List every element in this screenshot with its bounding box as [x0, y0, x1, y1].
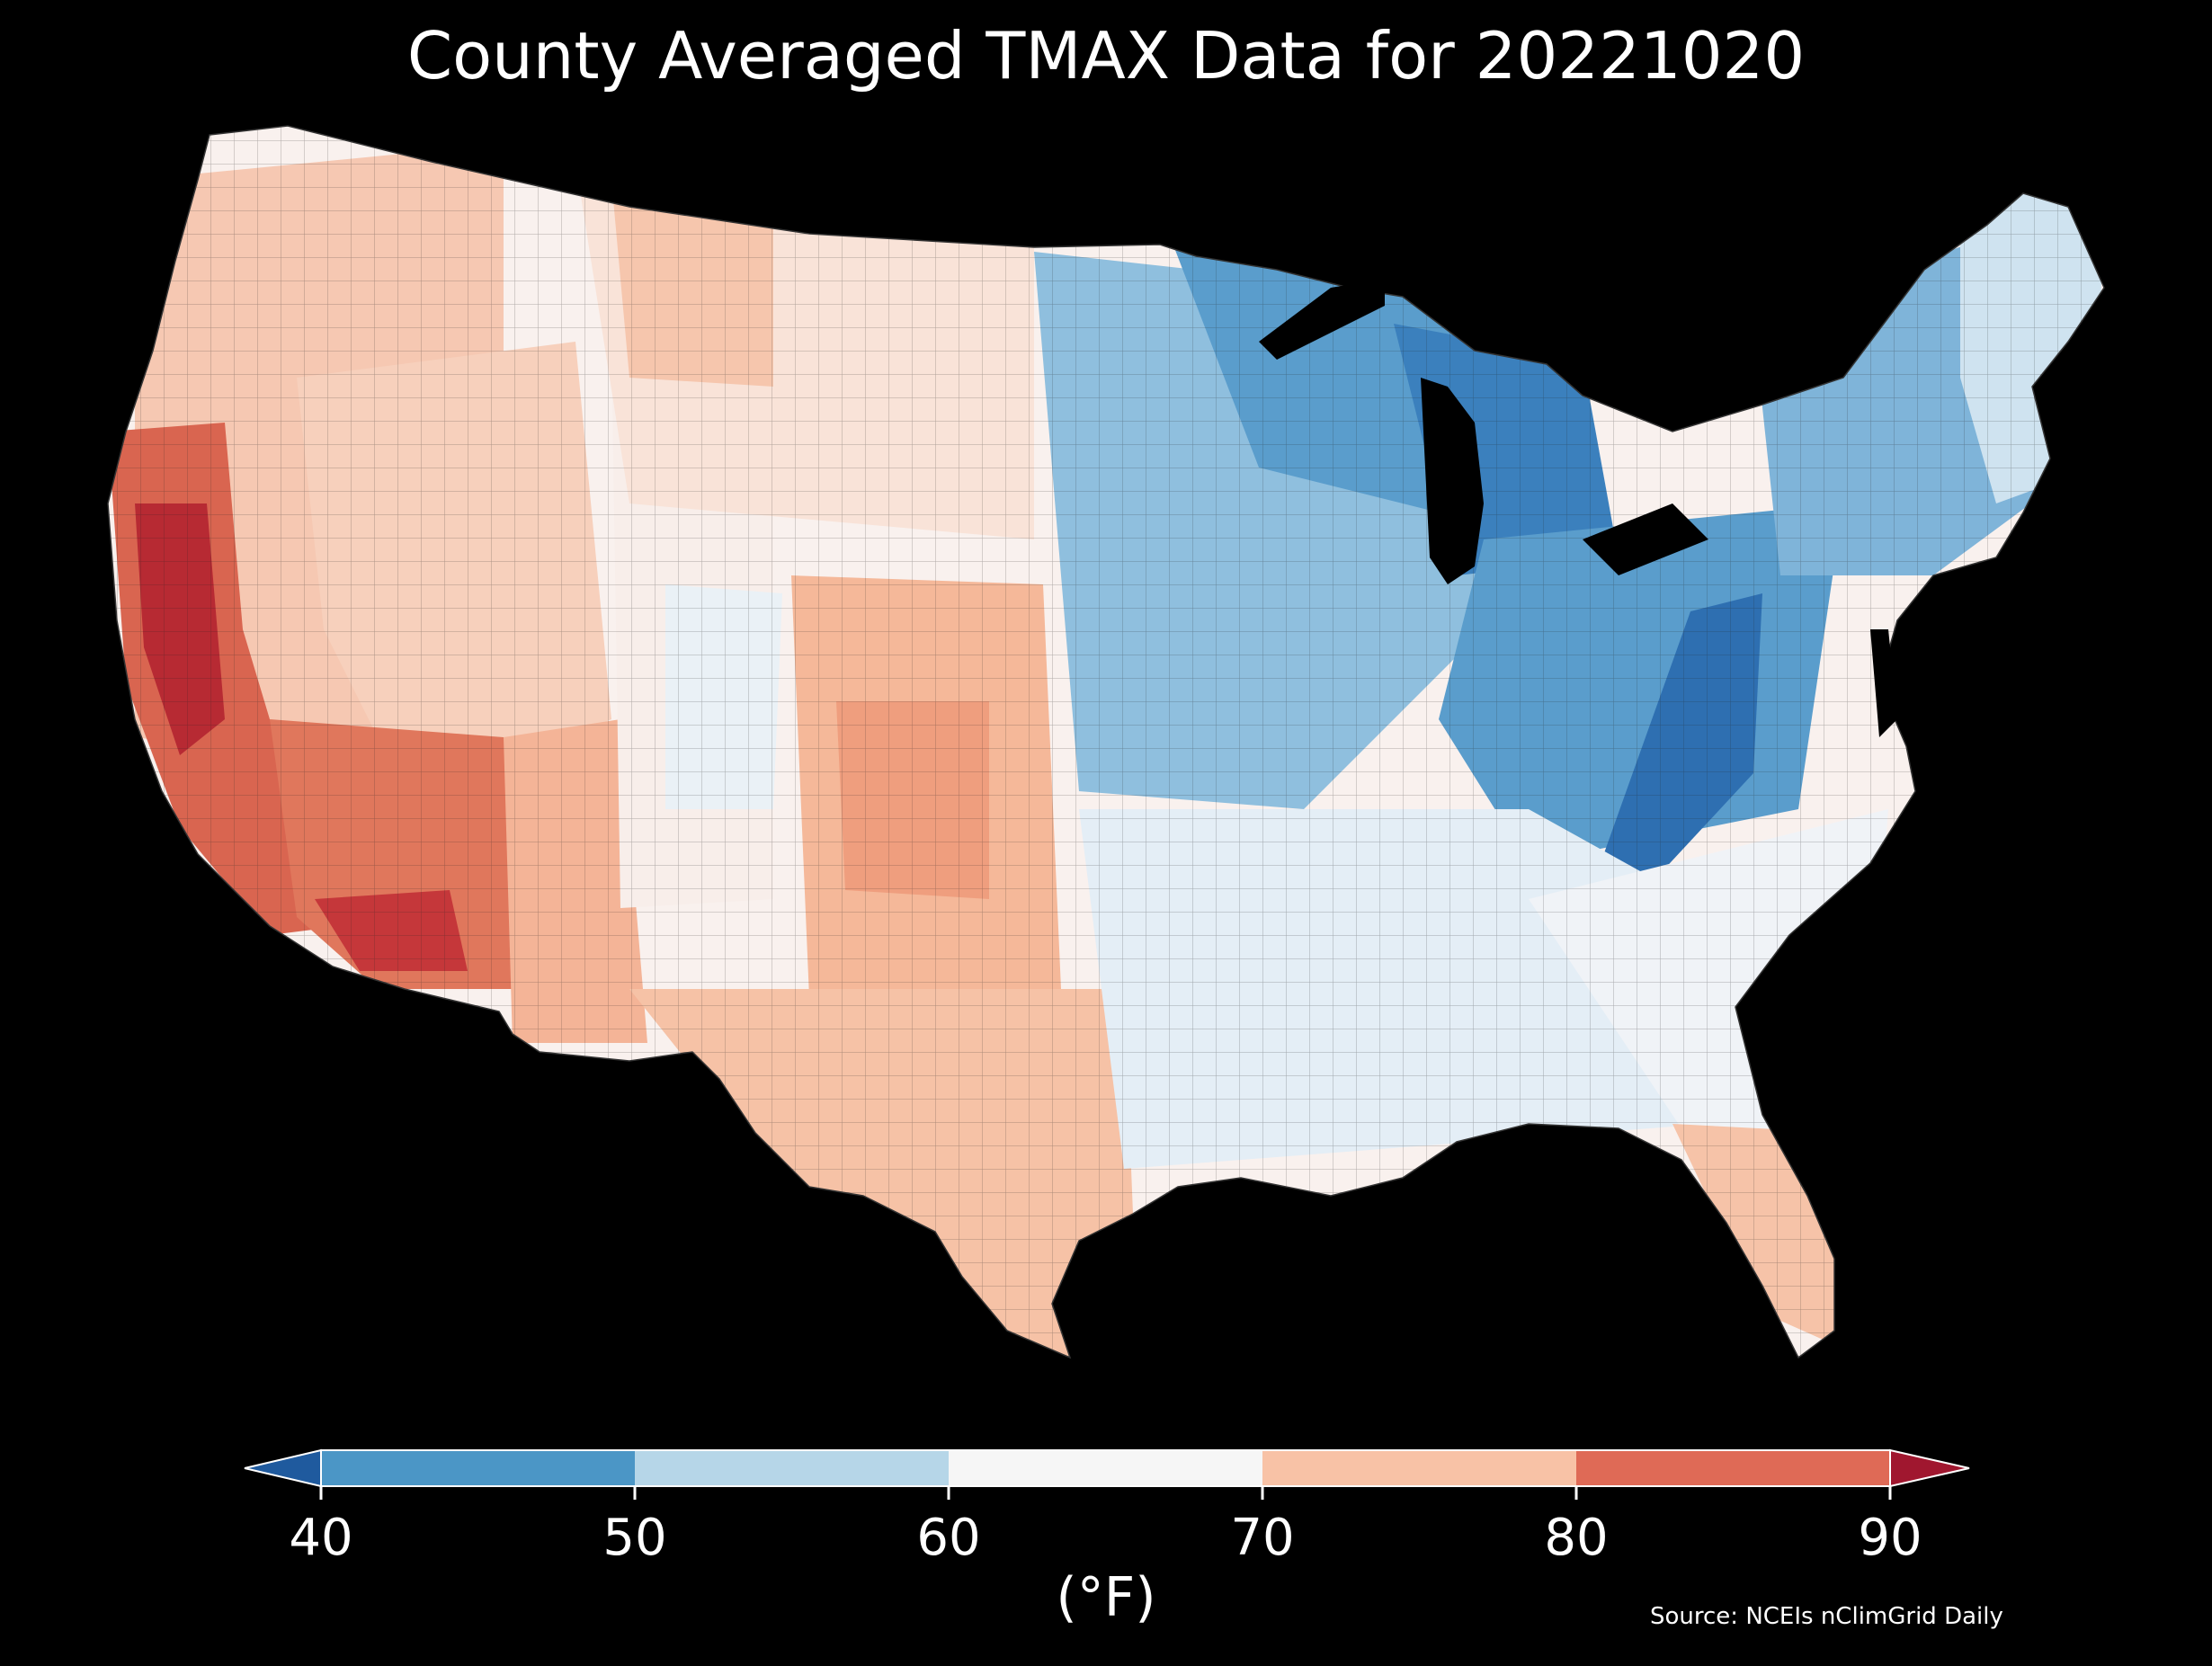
tick-label-70: 70 [1230, 1509, 1295, 1567]
colorbar-bin-40-50 [321, 1450, 635, 1486]
colorbar-extend-high [1889, 1448, 1970, 1488]
us-outline [107, 125, 2105, 1359]
tick-label-80: 80 [1544, 1509, 1609, 1567]
source-credit: Source: NCEIs nClimGrid Daily [1650, 1603, 2003, 1630]
colorbar-ticks [319, 1486, 1892, 1500]
colorbar-frame [320, 1449, 1891, 1487]
tick-label-50: 50 [602, 1509, 667, 1567]
lake-superior [1259, 279, 1385, 360]
colorbar-bin-80-90 [1576, 1450, 1890, 1486]
tick-label-90: 90 [1858, 1509, 1922, 1567]
colorbar-extend-low [244, 1448, 322, 1488]
map-title: County Averaged TMAX Data for 20221020 [406, 18, 1806, 94]
colorbar-bin-60-70 [949, 1450, 1262, 1486]
tick-label-40: 40 [289, 1509, 353, 1567]
chesapeake-bay [1870, 629, 1897, 737]
colorbar-bin-70-80 [1262, 1450, 1576, 1486]
colorbar-bin-50-60 [635, 1450, 949, 1486]
tick-label-60: 60 [916, 1509, 981, 1567]
lake-michigan [1421, 378, 1484, 584]
colorbar-unit-label: (°F) [1056, 1566, 1156, 1629]
lake-erie-huron [1583, 503, 1708, 575]
